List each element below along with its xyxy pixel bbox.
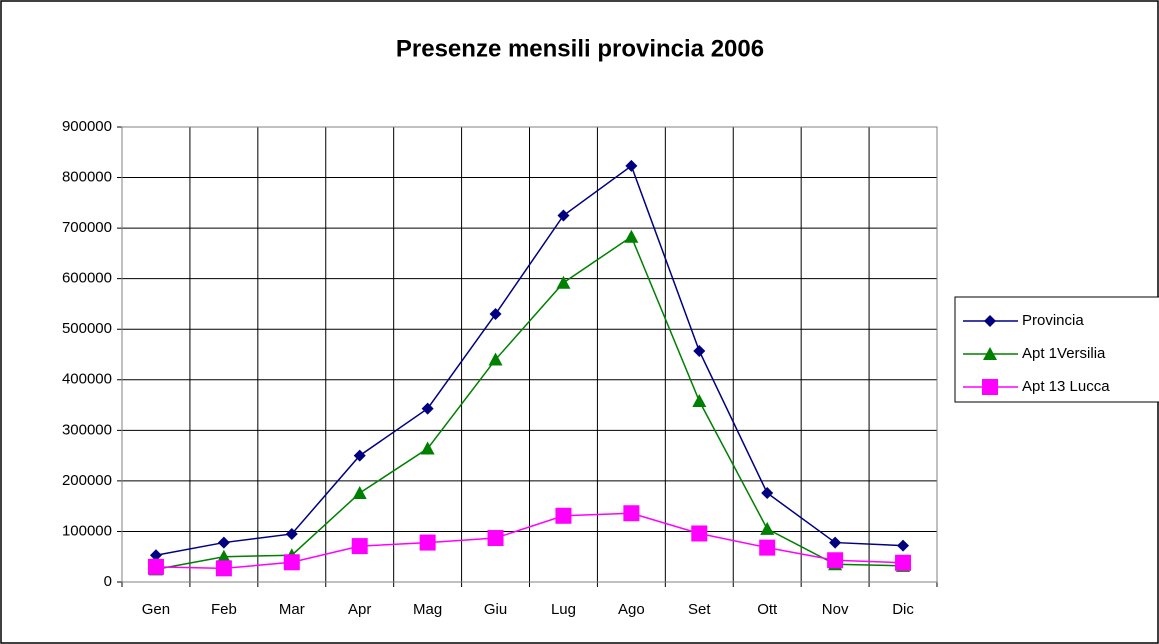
series-line	[155, 512, 904, 570]
data-point	[760, 521, 775, 535]
data-point	[761, 487, 774, 500]
x-tick-label: Dic	[892, 601, 914, 618]
data-point	[489, 308, 502, 321]
y-tick-label: 100000	[62, 522, 112, 539]
data-point	[692, 394, 707, 408]
x-tick-label: Mag	[413, 601, 442, 618]
legend-marker	[984, 315, 996, 327]
data-point	[351, 538, 368, 555]
x-tick-label: Gen	[142, 601, 170, 618]
data-point	[897, 539, 910, 552]
data-point	[419, 534, 436, 551]
data-point	[829, 536, 842, 549]
data-point	[895, 554, 912, 571]
x-tick-label: Ago	[618, 601, 645, 618]
y-tick-label: 400000	[62, 371, 112, 388]
data-point	[216, 549, 231, 563]
y-tick-label: 900000	[62, 118, 112, 135]
series-line	[155, 235, 904, 571]
x-tick-label: Nov	[822, 601, 849, 618]
x-tick-label: Apr	[348, 601, 371, 618]
legend-label: Apt 13 Lucca	[1022, 378, 1110, 395]
data-point	[352, 486, 367, 500]
data-point	[421, 402, 434, 415]
legend-marker	[982, 379, 998, 395]
x-tick-label: Set	[688, 601, 711, 618]
data-point	[215, 560, 232, 577]
y-tick-label: 200000	[62, 472, 112, 489]
data-point	[759, 539, 776, 556]
x-tick-label: Mar	[279, 601, 305, 618]
data-point	[149, 549, 162, 562]
data-point	[353, 449, 366, 462]
y-tick-label: 700000	[62, 219, 112, 236]
data-point	[217, 536, 230, 549]
y-tick-label: 600000	[62, 270, 112, 287]
y-tick-label: 300000	[62, 421, 112, 438]
data-point	[623, 505, 640, 522]
legend-label: Apt 1Versilia	[1022, 345, 1106, 362]
data-point	[693, 344, 706, 357]
data-point	[420, 441, 435, 455]
data-point	[285, 527, 298, 540]
y-tick-label: 800000	[62, 169, 112, 186]
plot-area	[121, 126, 938, 583]
data-point	[827, 552, 844, 569]
x-tick-label: Feb	[211, 601, 237, 618]
data-point	[555, 507, 572, 524]
chart-title: Presenze mensili provincia 2006	[396, 35, 764, 62]
series-line	[155, 164, 904, 556]
data-point	[624, 229, 639, 243]
legend-marker	[983, 347, 997, 360]
y-tick-label: 0	[104, 573, 112, 590]
x-tick-label: Lug	[551, 601, 576, 618]
y-tick-label: 500000	[62, 320, 112, 337]
data-point	[556, 275, 571, 289]
data-point	[691, 525, 708, 542]
data-point	[557, 209, 570, 222]
data-point	[283, 554, 300, 571]
data-point	[625, 159, 638, 172]
data-point	[147, 558, 164, 575]
x-tick-label: Ott	[757, 601, 778, 618]
legend-label: Provincia	[1022, 312, 1084, 329]
data-point	[488, 352, 503, 366]
x-tick-label: Giu	[484, 601, 507, 618]
data-point	[487, 530, 504, 547]
